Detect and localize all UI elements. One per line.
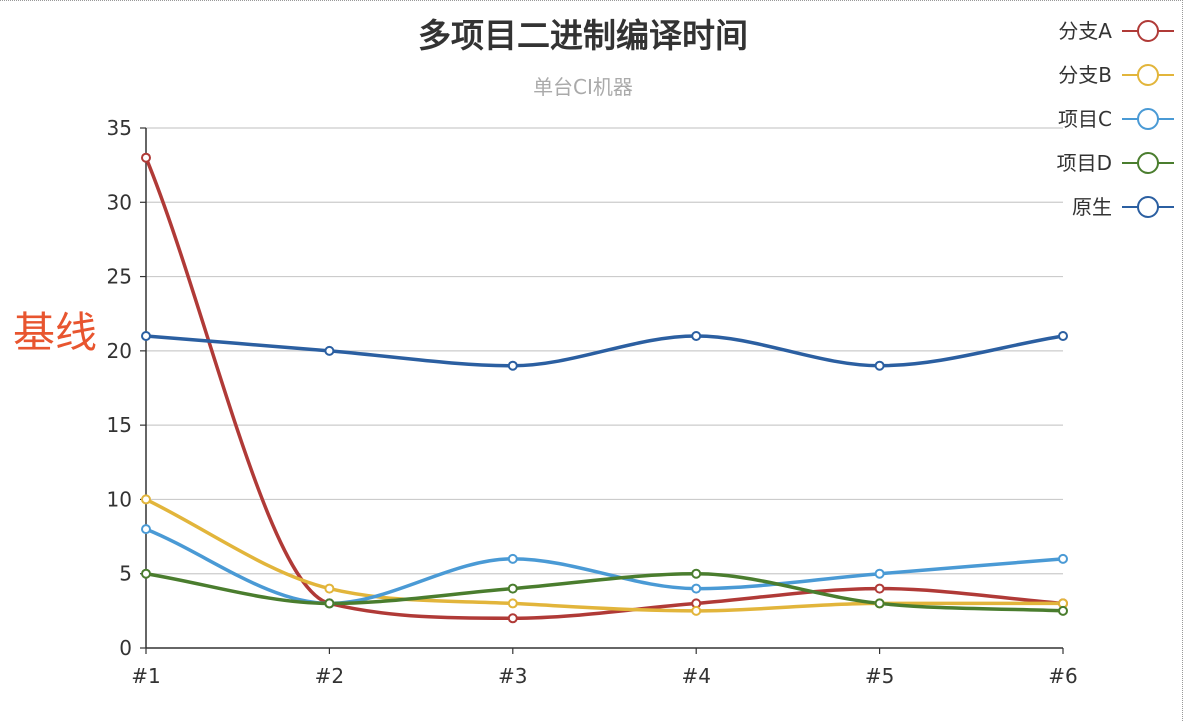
- data-point[interactable]: [324, 598, 335, 609]
- legend-marker: [1137, 196, 1159, 218]
- legend-item-1[interactable]: 分支A: [1058, 19, 1174, 43]
- data-point[interactable]: [1058, 553, 1068, 564]
- data-point[interactable]: [874, 598, 885, 609]
- data-point[interactable]: [1058, 605, 1068, 616]
- x-tick-label: #1: [131, 664, 160, 688]
- chart-subtitle: 单台CI机器: [533, 75, 633, 99]
- y-tick-label: 10: [107, 487, 132, 511]
- data-point[interactable]: [507, 613, 518, 624]
- data-point[interactable]: [507, 553, 518, 564]
- legend-label: 分支B: [1058, 63, 1112, 87]
- axes: 0 5 10 15 20 25 30 35 #1 #2 #3 #4 #5 #6: [107, 116, 1078, 688]
- data-point[interactable]: [141, 494, 151, 505]
- data-point[interactable]: [141, 568, 151, 579]
- legend-label: 项目C: [1058, 107, 1112, 131]
- legend-label: 项目D: [1057, 151, 1112, 175]
- y-tick-label: 35: [107, 116, 132, 140]
- data-point[interactable]: [507, 598, 518, 609]
- data-point[interactable]: [141, 152, 151, 163]
- x-tick-label: #2: [315, 664, 344, 688]
- series-line-1: [144, 157, 1064, 621]
- data-point[interactable]: [507, 583, 518, 594]
- data-point[interactable]: [141, 524, 151, 535]
- data-point[interactable]: [691, 583, 702, 594]
- x-tick-label: #4: [681, 664, 710, 688]
- y-tick-label: 30: [107, 190, 132, 214]
- legend-label: 原生: [1072, 195, 1112, 219]
- data-point[interactable]: [691, 331, 702, 341]
- legend-label: 分支A: [1058, 19, 1112, 43]
- legend-item-2[interactable]: 分支B: [1058, 63, 1174, 87]
- y-tick-label: 20: [107, 339, 132, 363]
- data-point[interactable]: [507, 360, 518, 371]
- series-line-4: [145, 571, 1064, 613]
- y-tick-label: 5: [119, 562, 132, 586]
- data-point[interactable]: [1058, 331, 1068, 341]
- data-point[interactable]: [691, 568, 702, 579]
- x-tick-label: #3: [498, 664, 527, 688]
- data-point[interactable]: [324, 345, 335, 356]
- data-point[interactable]: [691, 605, 702, 616]
- data-point[interactable]: [141, 331, 151, 341]
- x-tick-label: #6: [1048, 664, 1077, 688]
- y-tick-label: 25: [107, 265, 132, 289]
- data-point[interactable]: [874, 568, 885, 579]
- y-tick-label: 0: [119, 636, 132, 660]
- legend-item-4[interactable]: 项目D: [1057, 151, 1174, 175]
- legend-marker: [1137, 108, 1159, 130]
- series-line-3: [145, 527, 1064, 606]
- data-point[interactable]: [874, 583, 885, 594]
- baseline-annotation: 基线: [13, 308, 97, 357]
- x-tick-label: #5: [865, 664, 894, 688]
- series-line-5: [145, 334, 1064, 368]
- legend-marker: [1137, 152, 1159, 174]
- data-point[interactable]: [874, 360, 885, 371]
- legend-marker: [1137, 20, 1159, 42]
- legend-item-5[interactable]: 原生: [1072, 195, 1174, 219]
- legend-marker: [1137, 64, 1159, 86]
- series-lines: [144, 157, 1064, 621]
- legend-item-3[interactable]: 项目C: [1058, 107, 1174, 131]
- chart-title: 多项目二进制编译时间: [418, 16, 748, 55]
- legend: 分支A 分支B 项目C 项目D 原生: [1057, 19, 1174, 219]
- y-tick-label: 15: [107, 413, 132, 437]
- data-point[interactable]: [324, 583, 335, 594]
- data-points: [141, 152, 1068, 624]
